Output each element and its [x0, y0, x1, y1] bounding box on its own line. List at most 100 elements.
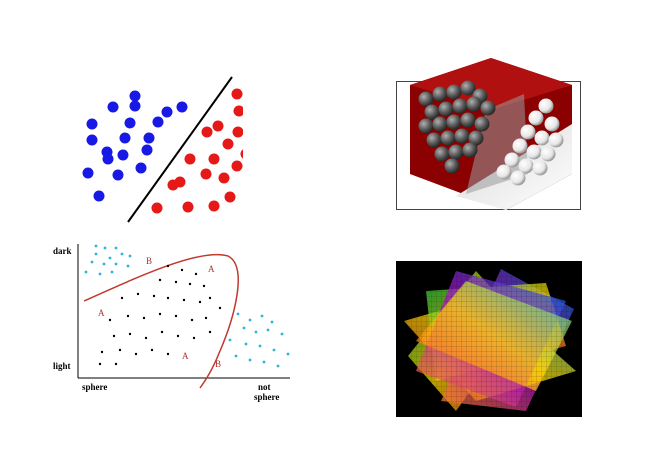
red-dot — [233, 105, 243, 117]
cyan-dot — [228, 338, 232, 342]
grey-sphere — [440, 130, 456, 146]
cyan-dot — [272, 348, 276, 352]
y-axis-bottom-label: light — [53, 361, 71, 371]
black-dot — [208, 330, 212, 334]
red-dot — [167, 179, 179, 191]
black-dot — [166, 264, 170, 268]
grey-sphere — [446, 114, 462, 130]
region-label-b-top: B — [146, 256, 152, 266]
grey-sphere — [418, 118, 434, 134]
y-axis-top-label: dark — [53, 246, 72, 256]
red-dot — [182, 201, 194, 213]
black-dot — [194, 272, 198, 276]
blue-dot — [86, 134, 98, 146]
region-label-a-left: A — [98, 308, 105, 318]
black-dot — [98, 362, 102, 366]
black-dot — [126, 314, 130, 318]
black-dot — [112, 334, 116, 338]
black-dot — [160, 330, 164, 334]
blue-dot — [143, 132, 155, 144]
black-dot — [142, 316, 146, 320]
blue-dot — [124, 117, 136, 129]
black-dot — [204, 316, 208, 320]
cyan-dot — [236, 312, 240, 316]
cyan-dot — [128, 254, 132, 258]
cyan-dot — [280, 332, 284, 336]
blue-dot — [112, 169, 124, 181]
cyan-dot — [114, 262, 118, 266]
white-sphere — [526, 144, 542, 160]
cyan-dot — [286, 352, 290, 356]
grey-sphere — [432, 116, 448, 132]
x-axis-right-label-line1: not — [258, 382, 271, 392]
cyan-dot — [120, 252, 124, 256]
red-dot — [208, 153, 220, 165]
grey-sphere — [468, 130, 484, 146]
cyan-dot — [94, 252, 98, 256]
blue-dot — [129, 90, 141, 102]
black-dot — [118, 348, 122, 352]
sphere-cube-diagram — [396, 54, 581, 211]
cyan-dot — [260, 314, 264, 318]
blue-dot — [129, 100, 141, 112]
linear-decision-boundary — [127, 76, 233, 223]
blue-dot — [107, 101, 119, 113]
blue-dot — [93, 190, 105, 202]
grey-sphere — [454, 128, 470, 144]
black-dot — [120, 296, 124, 300]
white-sphere — [504, 152, 520, 168]
red-dot — [212, 120, 224, 132]
blue-dot — [141, 144, 153, 156]
black-dot — [158, 278, 162, 282]
black-dot — [100, 350, 104, 354]
red-dot — [208, 200, 220, 212]
cyan-dot — [98, 272, 102, 276]
white-sphere — [534, 130, 550, 146]
black-dot — [174, 280, 178, 284]
grey-sphere — [434, 146, 450, 162]
white-sphere — [496, 164, 512, 180]
black-dot — [128, 332, 132, 336]
separating-plane — [466, 94, 528, 194]
red-dot — [151, 202, 163, 214]
region-label-a-top-right: A — [208, 264, 215, 274]
red-dot — [184, 153, 196, 165]
blue-dot — [152, 116, 164, 128]
black-dot — [218, 306, 222, 310]
grey-sphere — [460, 112, 476, 128]
white-sphere — [540, 146, 556, 162]
cyan-dot — [108, 256, 112, 260]
black-dot — [180, 268, 184, 272]
blue-dot — [135, 162, 147, 174]
grey-sphere — [446, 84, 462, 100]
blue-dot — [161, 106, 173, 118]
cyan-dot — [126, 264, 130, 268]
black-dot — [158, 312, 162, 316]
intersecting-planes-svg — [396, 261, 582, 417]
red-dot — [201, 126, 213, 138]
black-dot — [150, 348, 154, 352]
region-label-a-bottom: A — [182, 351, 189, 361]
black-dot — [190, 318, 194, 322]
blue-dot — [117, 149, 129, 161]
black-dot — [114, 362, 118, 366]
curved-boundary-svg: dark light sphere not sphere B A A A B — [53, 244, 290, 402]
grey-sphere — [474, 116, 490, 132]
black-dot — [182, 298, 186, 302]
white-sphere — [510, 170, 526, 186]
grey-sphere — [444, 158, 460, 174]
cyan-dot — [90, 260, 94, 264]
cyan-dot — [276, 364, 280, 368]
grey-sphere — [418, 91, 434, 107]
black-dot — [144, 336, 148, 340]
linear-separation-diagram — [78, 72, 243, 224]
black-dot — [202, 284, 206, 288]
white-sphere — [548, 132, 564, 148]
red-dot — [224, 191, 236, 203]
cyan-dot — [114, 246, 118, 250]
blue-dot — [82, 167, 94, 179]
black-dot — [108, 318, 112, 322]
x-axis-right-label-line2: sphere — [254, 392, 279, 402]
cyan-dot — [234, 354, 238, 358]
cyan-dot — [94, 244, 98, 248]
